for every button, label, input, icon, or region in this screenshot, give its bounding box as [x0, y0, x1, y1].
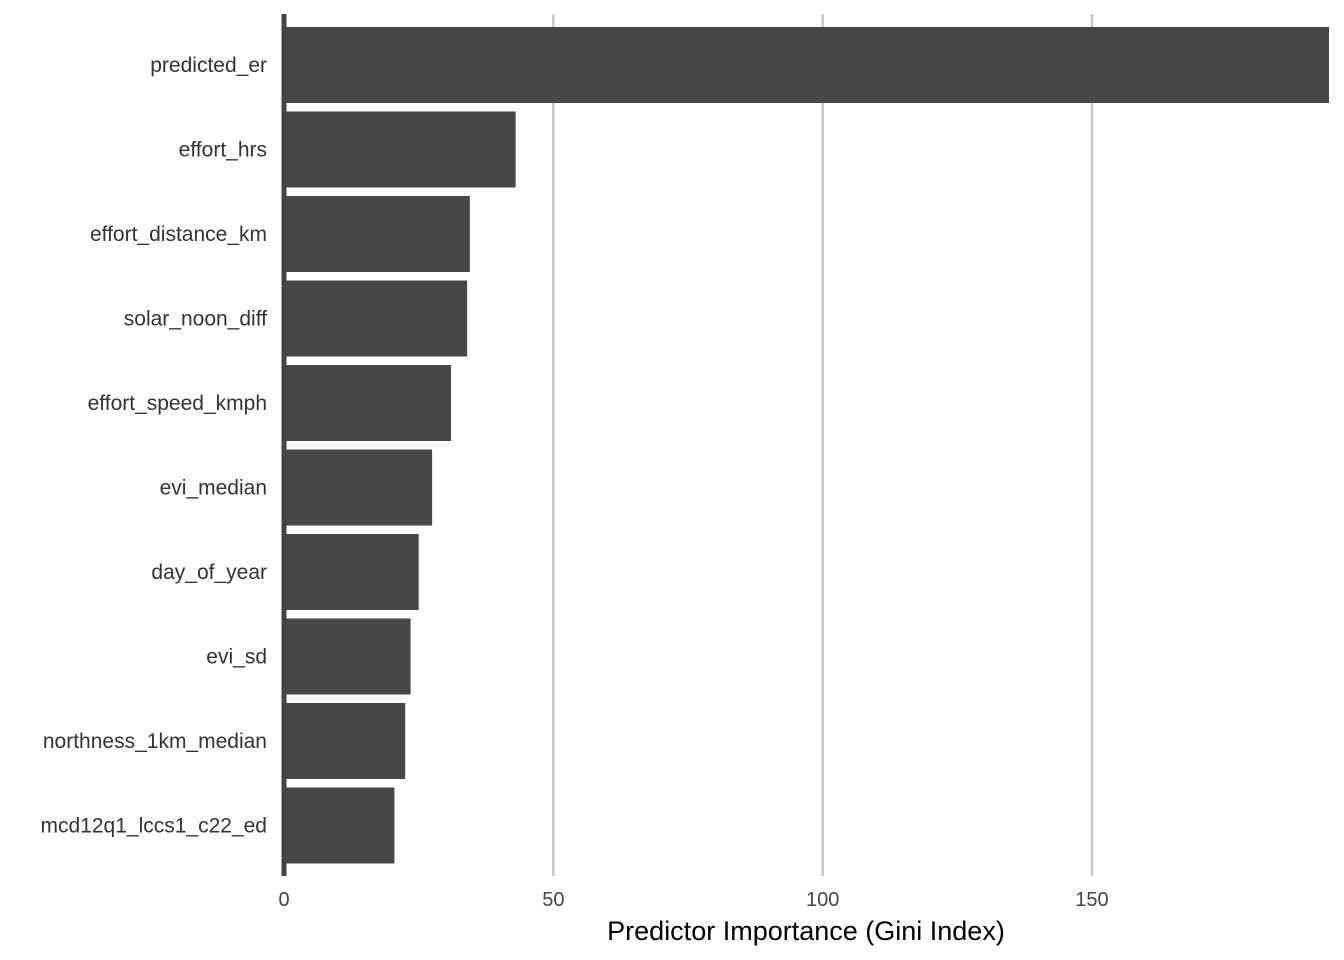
- gridlines: [552, 14, 1094, 876]
- category-label-day-of-year: day_of_year: [151, 561, 267, 584]
- bar-solar-noon-diff: [284, 280, 468, 357]
- bar-day-of-year: [284, 534, 419, 610]
- bar-evi-median: [284, 449, 433, 526]
- bar-effort-distance-km: [284, 196, 470, 272]
- x-axis-title: Predictor Importance (Gini Index): [607, 916, 1005, 946]
- x-tick-label-0: 0: [278, 889, 289, 911]
- bar-effort-speed-kmph: [284, 365, 451, 441]
- category-label-mcd12q1-lccs1-c22-ed: mcd12q1_lccs1_c22_ed: [41, 815, 268, 838]
- bar-northness-1km-median: [284, 703, 406, 779]
- bars: [284, 27, 1329, 864]
- category-label-northness-1km-median: northness_1km_median: [43, 730, 267, 753]
- bar-predicted-er: [284, 27, 1329, 103]
- x-tick-labels: 0 50 100 150: [278, 889, 1108, 911]
- x-tick-label-50: 50: [542, 889, 564, 911]
- category-label-evi-median: evi_median: [160, 477, 267, 500]
- category-label-solar-noon-diff: solar_noon_diff: [124, 308, 267, 331]
- x-tick-label-100: 100: [806, 889, 839, 911]
- category-label-effort-distance-km: effort_distance_km: [90, 223, 267, 246]
- x-tick-label-150: 150: [1075, 889, 1108, 911]
- category-label-effort-hrs: effort_hrs: [179, 139, 267, 162]
- category-label-predicted-er: predicted_er: [150, 54, 267, 77]
- category-labels: predicted_er effort_hrs effort_distance_km…: [41, 54, 268, 838]
- category-label-effort-speed-kmph: effort_speed_kmph: [88, 392, 267, 415]
- bar-effort-hrs: [284, 111, 516, 188]
- bar-evi-sd: [284, 618, 411, 695]
- bar-mcd12q1-lccs1-c22-ed: [284, 787, 395, 864]
- category-label-evi-sd: evi_sd: [206, 646, 267, 669]
